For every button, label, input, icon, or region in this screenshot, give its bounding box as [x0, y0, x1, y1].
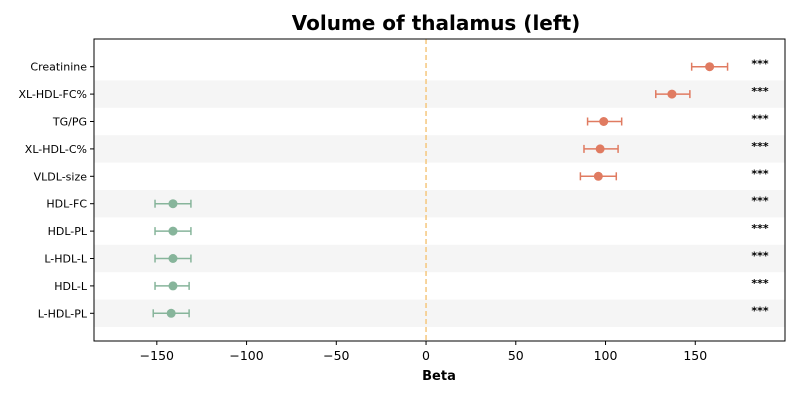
row-band: [94, 299, 785, 327]
y-tick-label: L-HDL-PL: [38, 307, 88, 320]
y-tick-label: HDL-FC: [46, 198, 87, 211]
estimate-point: [168, 254, 178, 263]
y-tick-label: HDL-PL: [48, 225, 88, 238]
estimate-point: [593, 171, 603, 181]
y-tick-label: TG/PG: [52, 116, 87, 129]
significance-labels: *** *** *** *** *** *** *** *** *** ***: [751, 58, 769, 318]
estimate-point: [168, 199, 178, 209]
significance-label: ***: [751, 113, 769, 126]
row-band: [94, 135, 785, 163]
significance-label: ***: [751, 85, 769, 98]
x-tick-label: −150: [140, 348, 174, 363]
estimate-point: [168, 281, 178, 291]
significance-label: ***: [751, 304, 769, 317]
estimate-marks: [152, 62, 729, 318]
estimate-point: [667, 89, 677, 99]
estimate-point: [705, 62, 715, 72]
y-tick-label: XL-HDL-C%: [25, 143, 87, 156]
x-tick-label: 50: [508, 348, 524, 363]
y-tick-label: HDL-L: [54, 280, 88, 293]
y-tick-label: VLDL-size: [34, 170, 88, 183]
x-tick-label: 100: [594, 348, 618, 363]
estimate-point: [599, 117, 609, 126]
row-bands: [94, 80, 785, 327]
x-axis: −150 −100 −50 0 50 100 150: [140, 341, 707, 363]
estimate-point: [595, 144, 605, 154]
significance-label: ***: [751, 58, 769, 71]
x-tick-label: −50: [323, 348, 349, 363]
significance-label: ***: [751, 167, 769, 180]
y-tick-label: Creatinine: [30, 61, 87, 74]
x-axis-label: Beta: [422, 369, 456, 384]
y-axis-labels: Creatinine XL-HDL-FC% TG/PG XL-HDL-C% VLDL-s…: [18, 61, 94, 320]
significance-label: ***: [751, 140, 769, 153]
row-band: [94, 190, 785, 218]
x-tick-label: −100: [229, 348, 263, 363]
chart-title: Volume of thalamus (left): [292, 11, 581, 35]
row-band: [94, 244, 785, 273]
y-tick-label: XL-HDL-FC%: [18, 88, 87, 101]
significance-label: ***: [751, 277, 769, 290]
estimate-point: [166, 308, 176, 318]
significance-label: ***: [751, 222, 769, 235]
significance-label: ***: [751, 195, 769, 208]
estimate-point: [168, 226, 178, 236]
plot-frame: [93, 38, 786, 342]
x-tick-label: 0: [422, 348, 430, 363]
y-tick-label: L-HDL-L: [44, 253, 88, 266]
significance-label: ***: [751, 250, 769, 263]
x-tick-label: 150: [683, 348, 707, 363]
